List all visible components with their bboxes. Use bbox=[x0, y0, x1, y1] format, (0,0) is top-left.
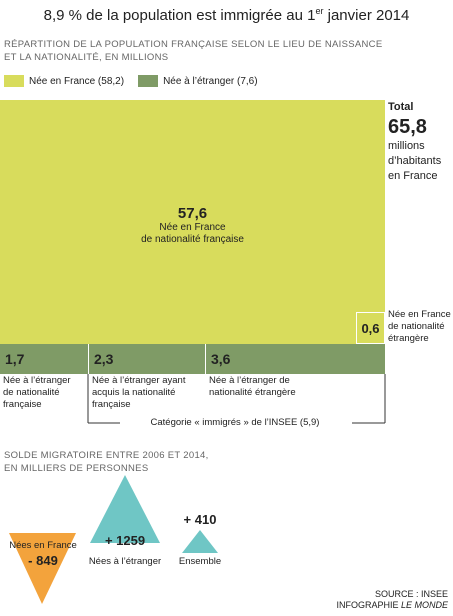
strip-label-2-line1: Née à l’étranger ayant bbox=[92, 375, 186, 386]
title-text-end: janvier 2014 bbox=[323, 7, 410, 24]
center-value: 57,6 bbox=[177, 205, 208, 222]
category-label: Catégorie « immigrés » de l’INSEE (5,9) bbox=[150, 417, 320, 428]
legend: Née en France (58,2) Née à l’étranger (7… bbox=[4, 75, 272, 87]
section2-line: en milliers de personnes bbox=[4, 463, 149, 474]
legend-label-france: Née en France (58,2) bbox=[29, 75, 125, 87]
strip-value-1: 1,7 bbox=[5, 351, 25, 367]
strip-label-1-line1: Née à l’étranger bbox=[3, 375, 71, 386]
strip-label-3-line1: Née à l’étranger de bbox=[209, 375, 290, 386]
source-line2-a: INFOGRAPHIE bbox=[336, 600, 401, 610]
triangle-ensemble bbox=[182, 530, 218, 553]
triangles-chart bbox=[9, 475, 218, 604]
chart-title: 8,9 % de la population est immigrée au 1… bbox=[0, 6, 453, 24]
rect-france-francaise bbox=[0, 100, 385, 344]
strip-label-2-line2: acquis la nationalité bbox=[92, 387, 176, 398]
strip-value-2: 2,3 bbox=[94, 351, 114, 367]
strip-label-2: Née à l’étranger ayant acquis la nationa… bbox=[92, 375, 207, 411]
section2-line: Solde migratoire entre 2006 et 2014, bbox=[4, 450, 209, 461]
legend-swatch-etranger bbox=[138, 75, 159, 87]
subtitle-line: et la nationalité, en millions bbox=[4, 52, 169, 63]
strip-label-1-line3: française bbox=[3, 399, 42, 410]
strip-label-2-line3: française bbox=[92, 399, 131, 410]
strip-label-1-line2: de nationalité bbox=[3, 387, 60, 398]
source-line2-b: LE MONDE bbox=[400, 600, 448, 610]
legend-swatch-france bbox=[4, 75, 24, 87]
rect-etranger-acquis: 2,3 bbox=[88, 344, 205, 374]
triangle-value-etranger: + 1259 bbox=[104, 533, 146, 548]
source: SOURCE : INSEE INFOGRAPHIE LE MONDE bbox=[336, 589, 448, 611]
rect-etranger-etrangere: 3,6 bbox=[205, 344, 385, 374]
center-desc-line1: Née en France bbox=[159, 222, 226, 233]
section2-title: Solde migratoire entre 2006 et 2014, en … bbox=[4, 449, 209, 475]
total-unit-line2: d’habitants bbox=[388, 155, 442, 167]
title-text: 8,9 % de la population est immigrée au 1 bbox=[43, 7, 316, 24]
subtitle: Répartition de la population française s… bbox=[4, 38, 384, 64]
triangle-label-france: Nées en France bbox=[9, 540, 77, 551]
triangle-label-etranger: Nées à l’étranger bbox=[88, 556, 162, 567]
source-line1: SOURCE : INSEE bbox=[374, 589, 448, 599]
triangle-value-ensemble: + 410 bbox=[183, 512, 217, 527]
strip-label-1: Née à l’étranger de nationalité français… bbox=[3, 375, 103, 411]
rect-france-etrangere: 0,6 bbox=[356, 312, 385, 344]
legend-item-etranger: Née à l’étranger (7,6) bbox=[138, 75, 258, 87]
total-unit-line1: millions bbox=[388, 140, 425, 152]
small-line3: étrangère bbox=[388, 333, 429, 344]
strip-label-3-line2: nationalité étrangère bbox=[209, 387, 296, 398]
source-line2: INFOGRAPHIE LE MONDE bbox=[336, 600, 448, 611]
small-note: Née en France de nationalité étrangère bbox=[388, 309, 453, 345]
rect-etranger-francaise: 1,7 bbox=[0, 344, 88, 374]
title-superscript: er bbox=[315, 6, 324, 16]
small-value: 0,6 bbox=[361, 320, 380, 336]
triangle-value-france: - 849 bbox=[28, 553, 58, 568]
total-value: 65,8 bbox=[388, 116, 427, 138]
total-block: Total 65,8 millions d’habitants en Franc… bbox=[388, 100, 453, 184]
center-desc-line2: de nationalité française bbox=[141, 234, 244, 245]
strip-label-3: Née à l’étranger de nationalité étrangèr… bbox=[209, 375, 329, 399]
triangle-label-ensemble: Ensemble bbox=[178, 556, 222, 567]
small-line2: de nationalité bbox=[388, 321, 445, 332]
legend-item-france: Née en France (58,2) bbox=[4, 75, 124, 87]
legend-label-etranger: Née à l’étranger (7,6) bbox=[163, 75, 258, 87]
small-line1: Née en France bbox=[388, 309, 451, 320]
center-label: 57,6 Née en France de nationalité frança… bbox=[0, 205, 385, 246]
triangle-nees-france bbox=[9, 533, 76, 604]
total-unit-line3: en France bbox=[388, 170, 438, 182]
category-bracket bbox=[87, 374, 386, 424]
strip-value-3: 3,6 bbox=[211, 351, 231, 367]
subtitle-line: Répartition de la population française s… bbox=[4, 39, 383, 50]
total-heading: Total bbox=[388, 101, 414, 113]
triangle-nees-etranger bbox=[90, 475, 160, 543]
